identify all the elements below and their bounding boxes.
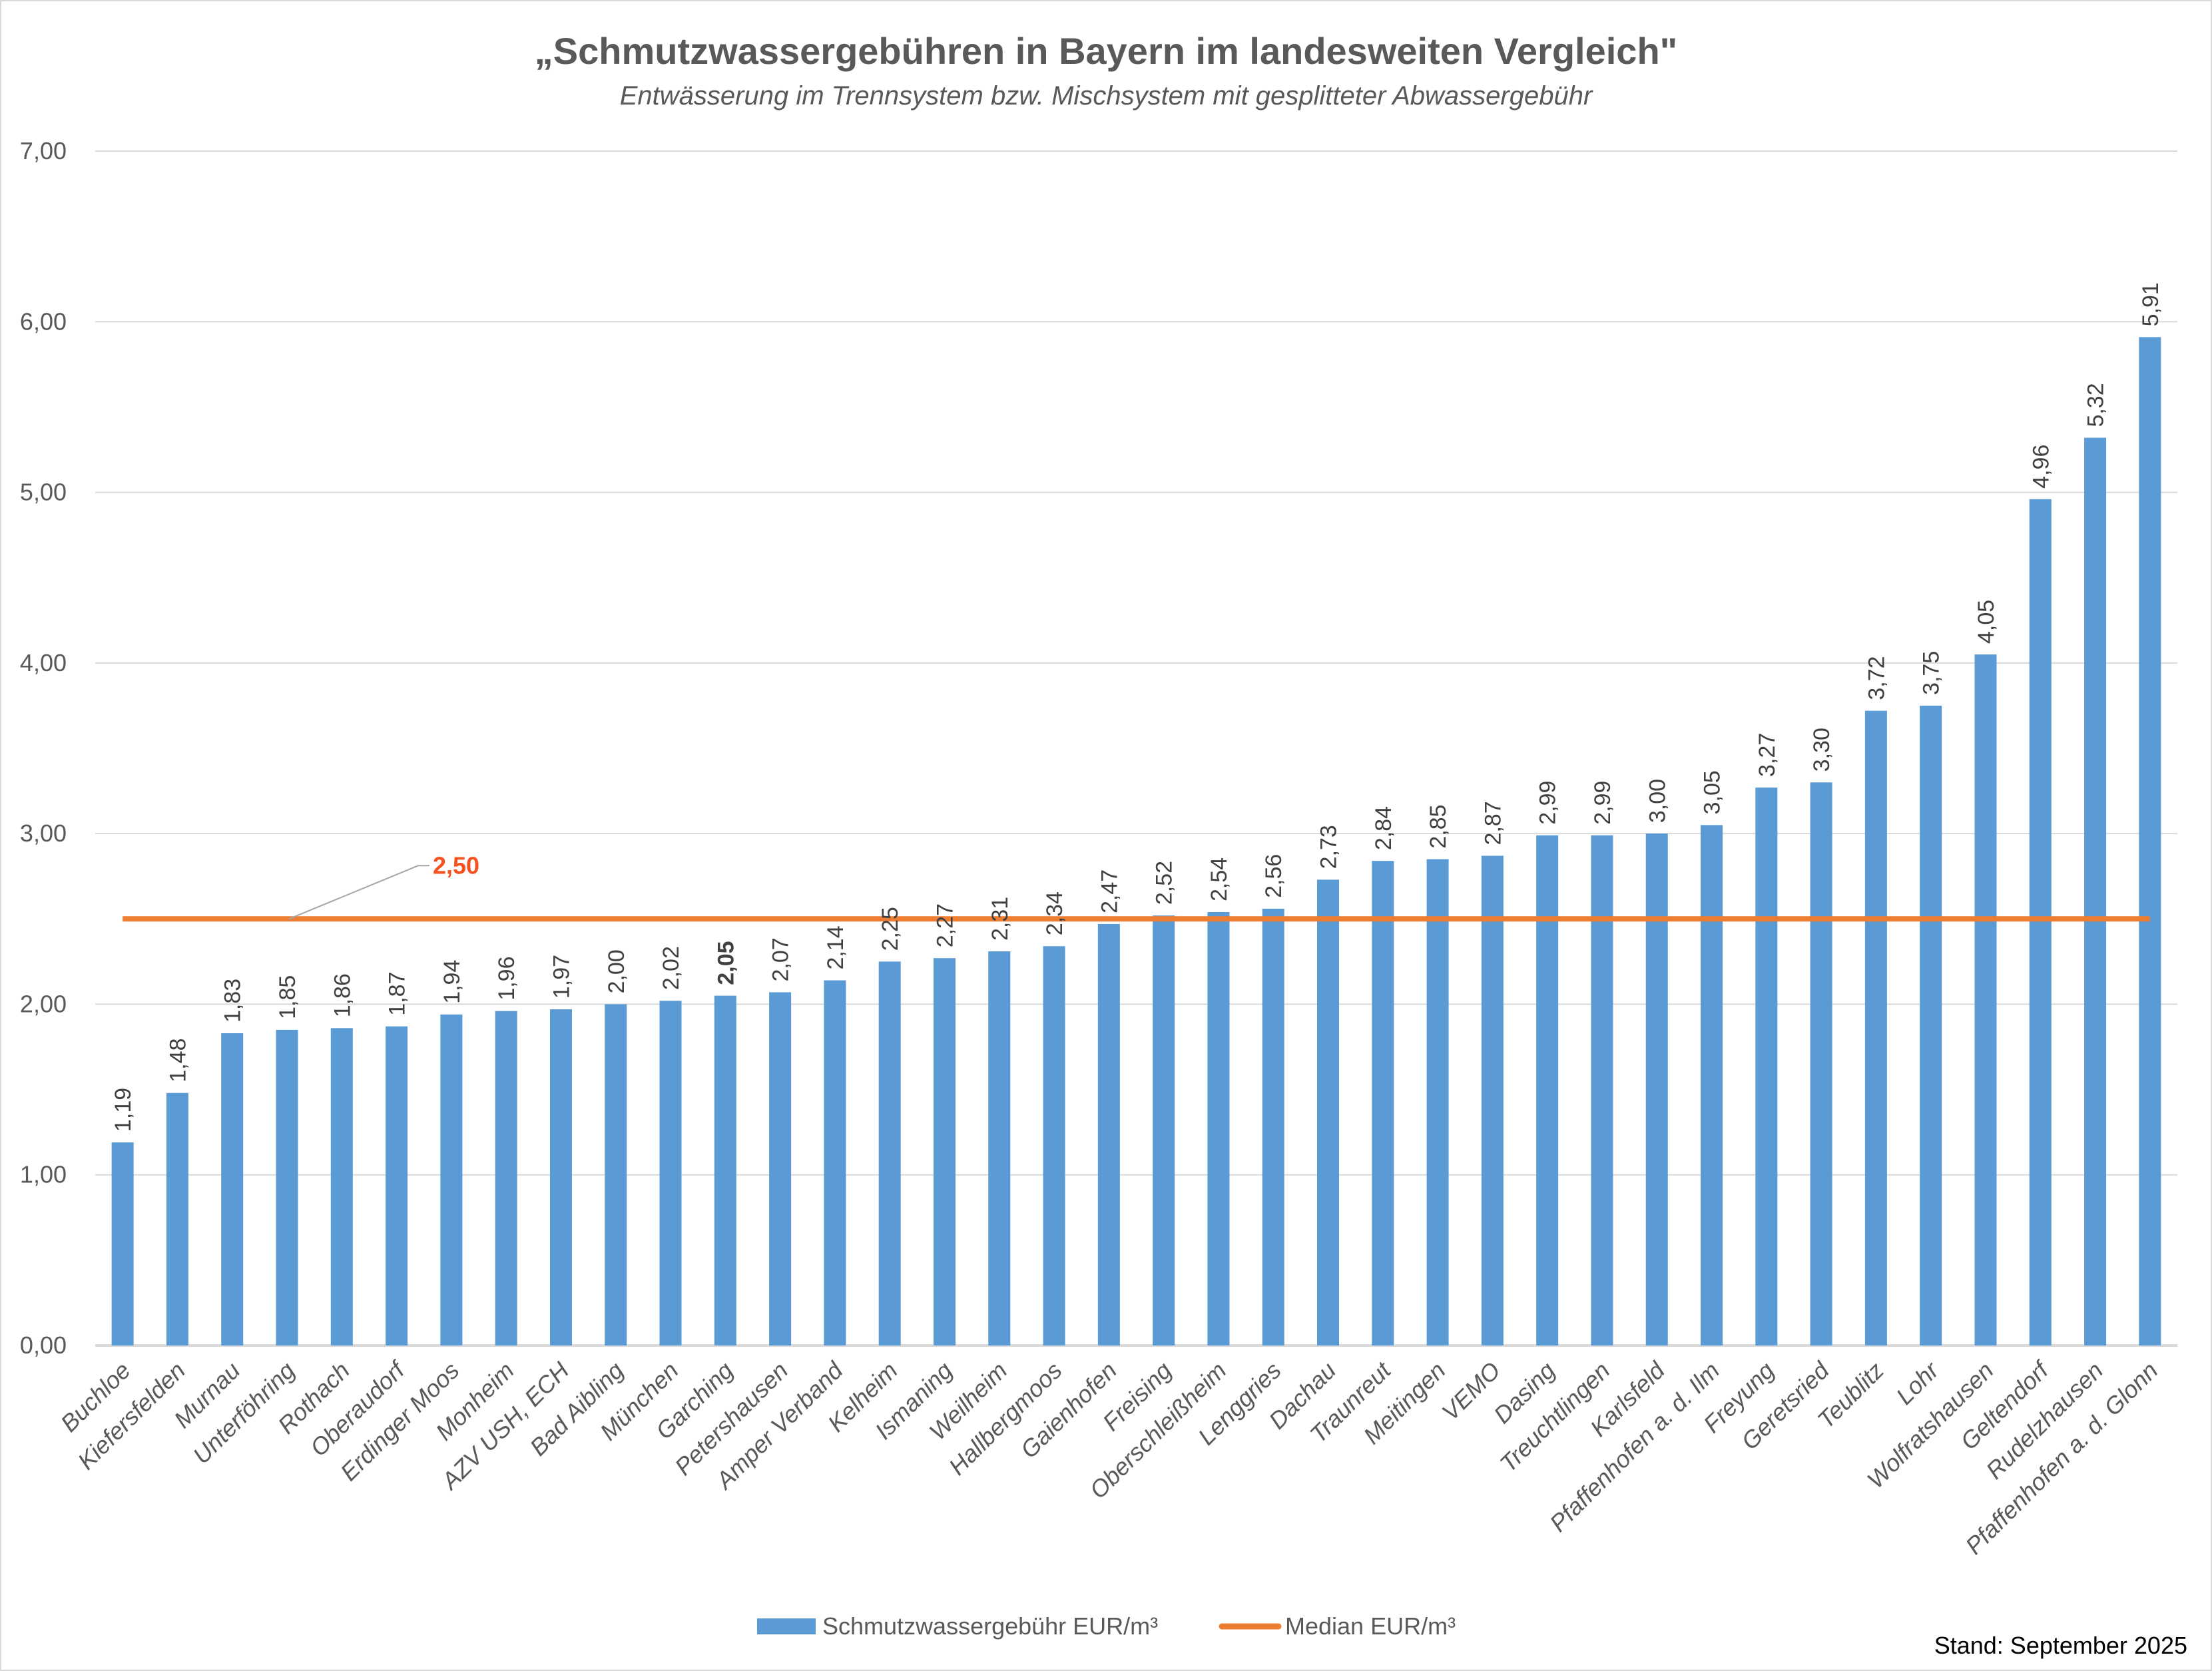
data-label: 1,48: [165, 1039, 190, 1082]
data-label: 1,19: [111, 1088, 136, 1132]
bar: [878, 961, 901, 1345]
bar: [2029, 499, 2052, 1345]
y-tick-label: 4,00: [20, 649, 67, 676]
bar: [769, 992, 792, 1345]
data-label: 2,02: [659, 946, 684, 990]
data-label: 3,05: [1700, 770, 1725, 814]
data-label: 2,27: [932, 903, 958, 947]
bar: [386, 1026, 408, 1345]
bar: [1591, 835, 1613, 1345]
median-label: 2,50: [433, 851, 479, 879]
bar: [1317, 879, 1340, 1345]
bar: [440, 1014, 463, 1345]
bar: [1043, 946, 1065, 1345]
bar: [1974, 654, 1997, 1345]
bar: [2084, 437, 2107, 1345]
data-label: 1,94: [439, 960, 465, 1004]
data-label: 2,85: [1426, 804, 1451, 848]
data-label: 5,32: [2083, 383, 2109, 427]
y-tick-label: 3,00: [20, 820, 67, 847]
data-label: 2,56: [1261, 854, 1286, 898]
legend-median-label: Median EUR/m³: [1285, 1612, 1456, 1640]
bar: [1207, 912, 1230, 1345]
legend-bar-label: Schmutzwassergebühr EUR/m³: [822, 1612, 1158, 1640]
data-label: 1,83: [220, 979, 246, 1023]
data-label: 2,73: [1316, 825, 1342, 869]
data-label: 2,07: [768, 937, 794, 981]
bar: [988, 951, 1011, 1345]
y-tick-label: 1,00: [20, 1161, 67, 1188]
data-label: 3,72: [1864, 656, 1889, 700]
bar: [1864, 710, 1887, 1345]
data-label: 2,31: [987, 897, 1013, 941]
data-label: 5,91: [2138, 282, 2163, 326]
bar: [276, 1029, 298, 1345]
bar: [111, 1142, 134, 1345]
data-label: 2,47: [1097, 869, 1122, 913]
y-tick-label: 5,00: [20, 479, 67, 506]
bar: [1372, 861, 1394, 1345]
data-label: 3,30: [1809, 728, 1834, 772]
y-tick-label: 0,00: [20, 1331, 67, 1359]
bar: [2139, 337, 2161, 1345]
legend: Schmutzwassergebühr EUR/m³ Median EUR/m³: [757, 1612, 1456, 1640]
bar: [714, 995, 736, 1345]
data-label: 2,99: [1590, 781, 1615, 825]
bar: [605, 1004, 627, 1345]
y-tick-label: 7,00: [20, 137, 67, 164]
data-label: 1,96: [494, 956, 519, 1000]
bar: [1426, 859, 1449, 1345]
data-label: 1,85: [275, 975, 300, 1019]
bar: [1645, 834, 1668, 1345]
bar: [1097, 923, 1120, 1345]
data-label: 1,97: [549, 955, 574, 999]
bar: [1481, 855, 1504, 1345]
bar: [1920, 705, 1942, 1345]
data-label: 2,87: [1480, 801, 1506, 845]
data-label: 4,96: [2028, 445, 2054, 489]
y-tick-label: 6,00: [20, 308, 67, 335]
bar: [1536, 835, 1559, 1345]
legend-bar-swatch: [757, 1618, 816, 1634]
data-label: 2,99: [1535, 781, 1561, 825]
data-label: 2,00: [604, 949, 629, 993]
chart-subtitle: Entwässerung im Trennsystem bzw. Mischsy…: [620, 81, 1593, 111]
chart-title: „Schmutzwassergebühren in Bayern im land…: [535, 30, 1677, 72]
bar: [330, 1028, 353, 1345]
data-label: 2,34: [1042, 891, 1067, 935]
data-label: 4,05: [1974, 600, 1999, 644]
bar: [933, 958, 956, 1345]
bar: [495, 1011, 517, 1345]
bar: [1153, 915, 1175, 1345]
bar: [1262, 908, 1284, 1345]
stand-date: Stand: September 2025: [1934, 1632, 2187, 1659]
bar: [1810, 782, 1832, 1345]
data-label: 1,86: [330, 973, 355, 1017]
data-label: 2,25: [878, 907, 903, 951]
data-label: 1,87: [385, 972, 410, 1016]
bar: [659, 1001, 682, 1345]
data-label: 3,75: [1919, 651, 1944, 695]
data-label: 2,52: [1152, 861, 1177, 905]
data-label: 2,05: [713, 941, 738, 985]
bar: [824, 980, 846, 1345]
data-label: 3,27: [1755, 733, 1780, 777]
data-label: 2,84: [1371, 806, 1396, 850]
median-leader-line: [288, 865, 429, 920]
y-tick-label: 2,00: [20, 990, 67, 1017]
bar: [221, 1033, 244, 1345]
bar: [166, 1092, 188, 1345]
bar: [549, 1009, 572, 1345]
data-label: 2,14: [823, 925, 848, 969]
data-label: 3,00: [1645, 779, 1670, 823]
data-label: 2,54: [1207, 857, 1232, 901]
bar: [1755, 787, 1778, 1345]
bar: [1701, 825, 1723, 1345]
